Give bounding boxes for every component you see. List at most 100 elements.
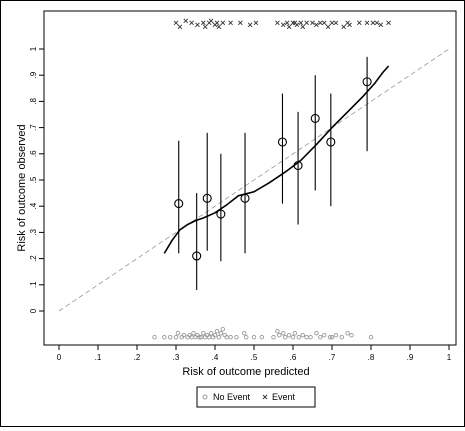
event-marker (189, 20, 194, 26)
no-event-marker (243, 334, 249, 340)
no-event-marker (329, 334, 335, 340)
no-event-marker (271, 334, 276, 340)
legend-no-event-label: No Event (213, 392, 251, 402)
event-marker (275, 20, 280, 26)
event-marker (341, 24, 347, 30)
event-marker (317, 20, 323, 26)
x-tick-label: .4 (212, 353, 219, 362)
x-axis-label: Risk of outcome predicted (182, 366, 309, 378)
y-tick-label: .4 (29, 202, 38, 209)
event-marker (253, 20, 259, 26)
x-tick-label: 1 (447, 353, 452, 362)
no-event-marker (220, 326, 226, 332)
event-marker (333, 20, 339, 26)
no-event-marker (181, 332, 187, 338)
no-event-marker (275, 328, 280, 334)
no-event-marker (212, 332, 218, 338)
event-marker (310, 20, 315, 26)
x-tick-label: .1 (95, 353, 102, 362)
event-marker (378, 22, 384, 28)
no-event-marker (197, 334, 202, 340)
x-tick-label: .7 (329, 353, 336, 362)
no-event-marker (281, 330, 286, 336)
no-event-marker (286, 332, 292, 338)
x-tick-label: .6 (290, 353, 297, 362)
event-marker (347, 22, 352, 28)
no-event-marker (241, 330, 247, 336)
legend-no-event-marker (202, 394, 208, 400)
grouped-point (326, 137, 336, 147)
smooth-calibration-curve (163, 65, 390, 254)
grouped-point (192, 251, 202, 261)
no-event-marker (339, 334, 345, 340)
plot-area (58, 18, 450, 340)
event-marker (356, 20, 362, 26)
event-marker (247, 22, 253, 28)
no-event-marker (300, 332, 306, 338)
event-marker (300, 24, 306, 30)
y-tick-label: .8 (29, 98, 38, 105)
legend-box (196, 386, 316, 408)
grouped-point (202, 193, 212, 203)
x-tick-label: .8 (368, 353, 375, 362)
no-event-marker (304, 334, 309, 340)
no-event-marker (290, 334, 296, 340)
event-marker (329, 20, 335, 26)
no-event-marker (296, 334, 302, 340)
event-marker (228, 20, 233, 26)
no-event-marker (308, 334, 313, 340)
event-marker (173, 20, 179, 26)
no-event-marker (251, 334, 257, 340)
no-event-marker (321, 332, 327, 338)
y-tick-label: 0 (29, 308, 38, 313)
no-event-marker (208, 330, 214, 336)
event-marker (374, 20, 380, 26)
x-tick-label: .2 (134, 353, 141, 362)
no-event-marker (333, 332, 339, 338)
no-event-marker (167, 334, 173, 340)
no-event-marker (327, 334, 333, 340)
x-tick-label: .5 (251, 353, 258, 362)
no-event-marker (152, 334, 157, 340)
event-marker (364, 20, 370, 26)
no-event-marker (234, 334, 239, 340)
x-tick-label: 0 (57, 353, 62, 362)
event-marker (238, 20, 243, 26)
event-marker (321, 20, 327, 26)
y-tick-label: .5 (29, 176, 38, 183)
legend: No Event Event (196, 386, 316, 408)
event-marker (298, 20, 304, 26)
no-event-marker (259, 334, 265, 340)
event-marker (314, 22, 319, 28)
y-tick-label: .6 (29, 150, 38, 157)
event-marker (290, 20, 296, 26)
event-marker (304, 20, 309, 26)
no-event-marker (201, 330, 206, 336)
event-marker (200, 20, 206, 26)
reference-line (58, 48, 450, 312)
no-event-marker (292, 330, 298, 336)
grouped-point (240, 193, 250, 203)
event-marker (183, 18, 189, 24)
event-marker (214, 20, 220, 26)
event-marker (284, 20, 290, 26)
grouped-point (362, 77, 372, 87)
event-marker (325, 24, 331, 30)
event-marker (286, 24, 292, 30)
grouped-point (277, 137, 288, 147)
event-marker (195, 22, 200, 28)
no-event-marker (349, 332, 354, 338)
grouped-point (310, 113, 320, 123)
no-event-marker (345, 330, 350, 336)
event-marker (177, 24, 183, 30)
axes: 0 .1 .2 .3 .4 .5 .6 .7 .8 .9 1 0 .1 .2 .3 .4 .5 .6 .7 .8 .9 1 (29, 10, 457, 362)
grouped-point (216, 209, 226, 219)
event-marker (370, 20, 376, 26)
event-marker (294, 22, 300, 28)
y-tick-label: .9 (29, 71, 38, 78)
y-tick-label: 1 (29, 46, 38, 51)
x-tick-label: .3 (173, 353, 180, 362)
event-marker (386, 20, 391, 26)
legend-event-label: Event (272, 392, 296, 402)
